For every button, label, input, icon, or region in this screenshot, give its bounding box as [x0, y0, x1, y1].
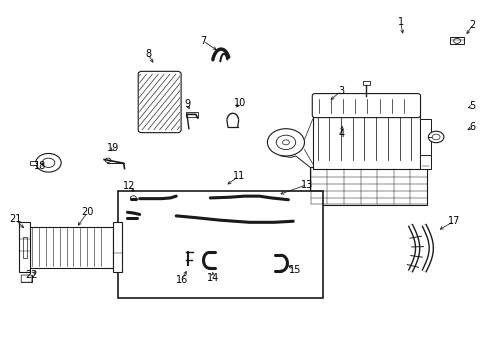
- FancyBboxPatch shape: [312, 94, 420, 118]
- Bar: [30, 226, 113, 268]
- Bar: [312, 116, 419, 169]
- Text: 8: 8: [144, 49, 151, 59]
- Text: 18: 18: [34, 161, 46, 171]
- Text: 15: 15: [288, 265, 301, 275]
- Circle shape: [276, 135, 295, 149]
- Bar: [23, 237, 27, 257]
- Bar: [419, 155, 430, 169]
- Bar: [19, 222, 30, 272]
- Text: 21: 21: [9, 215, 21, 224]
- Bar: [113, 222, 122, 272]
- Text: 6: 6: [468, 122, 475, 132]
- FancyBboxPatch shape: [138, 71, 181, 133]
- Bar: [449, 37, 463, 44]
- Text: 2: 2: [468, 20, 475, 30]
- Text: 16: 16: [176, 275, 188, 285]
- Bar: [30, 161, 37, 165]
- Bar: [21, 275, 32, 282]
- Text: 22: 22: [25, 270, 38, 280]
- FancyBboxPatch shape: [21, 275, 32, 282]
- Text: 19: 19: [106, 143, 119, 153]
- Text: 9: 9: [183, 99, 190, 109]
- Text: 10: 10: [233, 98, 245, 108]
- Bar: [118, 191, 322, 298]
- Text: 7: 7: [200, 36, 206, 46]
- Text: 1: 1: [397, 17, 403, 27]
- Circle shape: [105, 158, 111, 162]
- Circle shape: [431, 134, 439, 140]
- Circle shape: [453, 39, 460, 43]
- Circle shape: [427, 131, 443, 143]
- Text: 13: 13: [300, 180, 312, 190]
- Text: 12: 12: [123, 181, 135, 191]
- Text: 4: 4: [338, 129, 345, 139]
- Circle shape: [267, 129, 304, 156]
- Circle shape: [42, 158, 55, 167]
- Text: 14: 14: [206, 273, 219, 283]
- Circle shape: [282, 140, 289, 145]
- Bar: [185, 112, 197, 117]
- Text: 11: 11: [232, 171, 244, 181]
- Bar: [362, 81, 369, 85]
- Text: 5: 5: [468, 101, 475, 111]
- Text: 3: 3: [337, 86, 344, 96]
- Text: 17: 17: [447, 216, 459, 226]
- Bar: [419, 119, 430, 166]
- Bar: [310, 167, 427, 205]
- Circle shape: [36, 153, 61, 172]
- Circle shape: [130, 196, 136, 200]
- Text: 20: 20: [81, 207, 94, 217]
